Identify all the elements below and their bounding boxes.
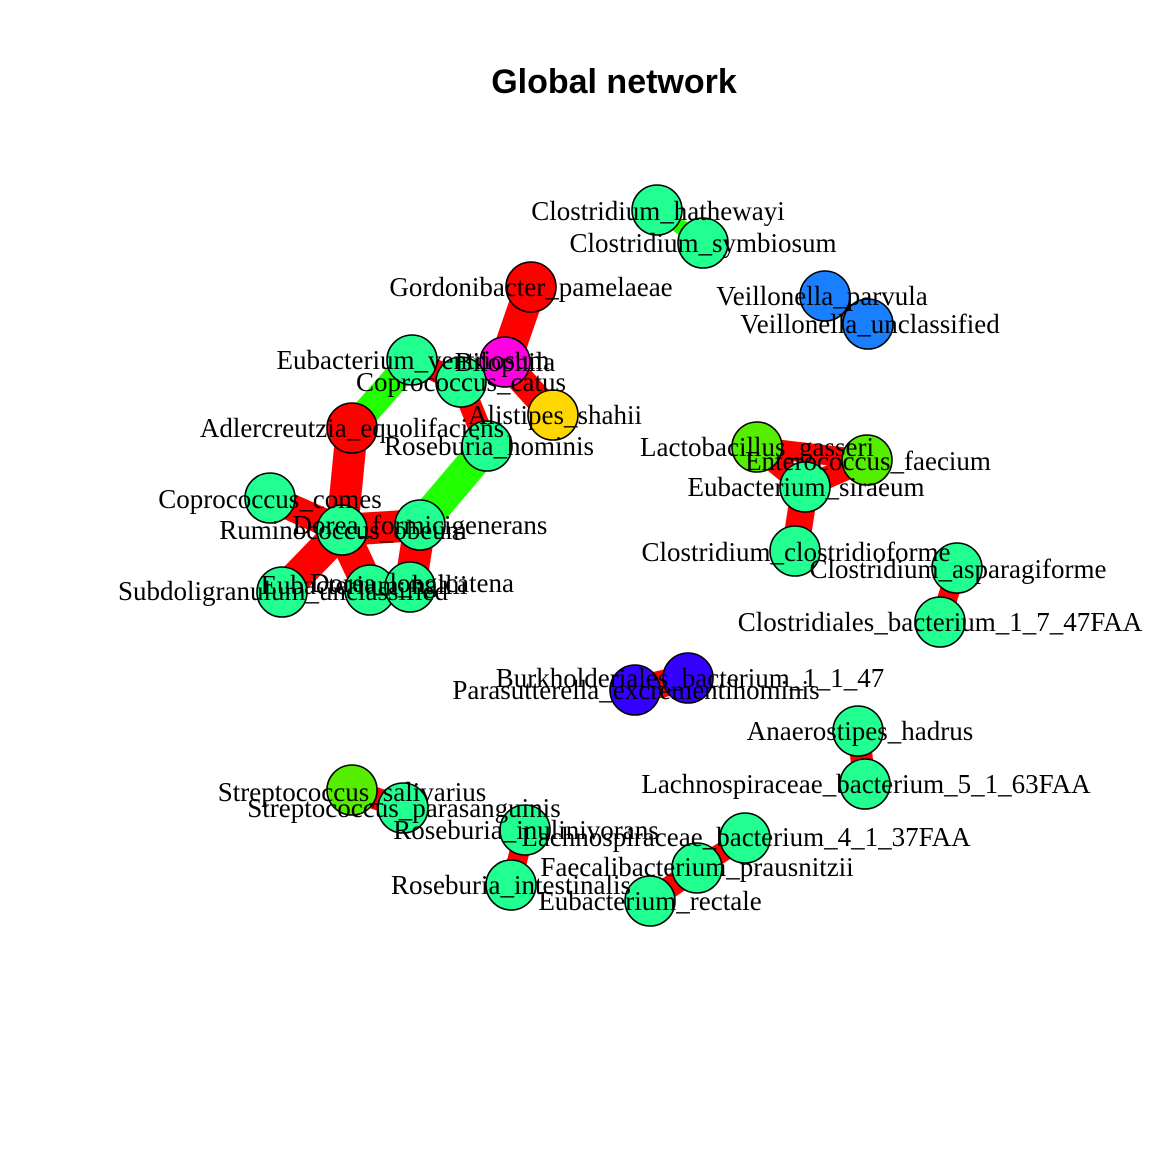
node-subdoligranulum_unclassified[interactable]	[256, 566, 308, 618]
node-label-clostridium_clostridioforme: Clostridium_clostridioforme	[642, 537, 951, 567]
node-label-subdoligranulum_unclassified: Subdoligranulum_unclassified	[118, 576, 448, 606]
node-veillonella_parvula[interactable]	[799, 270, 851, 322]
node-streptococcus_salivarius[interactable]	[326, 764, 378, 816]
node-label-clostridium_asparagiforme: Clostridium_asparagiforme	[810, 554, 1107, 584]
node-streptococcus_parasanguinis[interactable]	[377, 782, 429, 834]
node-label-lachnospiraceae_4_1_37faa: Lachnospiraceae_bacterium_4_1_37FAA	[521, 822, 971, 852]
node-label-anaerostipes_hadrus: Anaerostipes_hadrus	[747, 716, 973, 746]
node-label-dorea_formicigenerans: Dorea_formicigenerans	[293, 510, 548, 540]
node-label-bilophila: Bilophila	[455, 347, 556, 377]
node-anaerostipes_hadrus[interactable]	[832, 705, 884, 757]
node-coprococcus_comes[interactable]	[244, 472, 296, 524]
node-ruminococcus_obeum[interactable]	[316, 504, 368, 556]
node-label-eubacterium_siraeum: Eubacterium_siraeum	[688, 472, 925, 502]
node-label-roseburia_intestinalis: Roseburia_intestinalis	[391, 870, 631, 900]
node-label-eubacterium_rectale: Eubacterium_rectale	[538, 886, 761, 916]
node-label-streptococcus_parasanguinis: Streptococcus_parasanguinis	[247, 793, 560, 823]
node-label-gordonibacter_pamelaeae: Gordonibacter_pamelaeae	[389, 272, 672, 302]
node-coprococcus_catus[interactable]	[435, 356, 487, 408]
node-eubacterium_siraeum[interactable]	[779, 461, 831, 513]
node-label-lactobacillus_gasseri: Lactobacillus_gasseri	[640, 432, 874, 462]
node-label-roseburia_hominis: Roseburia_hominis	[384, 431, 594, 461]
node-label-coprococcus_catus: Coprococcus_catus	[356, 367, 566, 397]
node-veillonella_unclassified[interactable]	[842, 298, 894, 350]
node-label-lachnospiraceae_5_1_63faa: Lachnospiraceae_bacterium_5_1_63FAA	[641, 769, 1091, 799]
node-burkholderiales_bacterium[interactable]	[662, 652, 714, 704]
node-label-dorea_longicatena: Dorea_longicatena	[310, 568, 514, 598]
diagram-title: Global network	[491, 63, 737, 101]
node-parasutterella[interactable]	[609, 664, 661, 716]
node-lachnospiraceae_4_1_37faa[interactable]	[719, 812, 771, 864]
node-label-burkholderiales_bacterium: Burkholderiales_bacterium_1_1_47	[496, 663, 884, 693]
node-dorea_formicigenerans[interactable]	[394, 499, 446, 551]
node-eubacterium_ventriosum[interactable]	[386, 334, 438, 386]
node-label-alistipes_shahii: Alistipes_shahii	[468, 400, 642, 430]
node-faecalibacterium_prausnitzii[interactable]	[671, 842, 723, 894]
node-label-enterococcus_faecium: Enterococcus_faecium	[745, 446, 991, 476]
node-roseburia_hominis[interactable]	[461, 420, 513, 472]
node-label-veillonella_parvula: Veillonella_parvula	[716, 281, 927, 311]
node-roseburia_inulinivorans[interactable]	[499, 804, 551, 856]
node-lactobacillus_gasseri[interactable]	[731, 421, 783, 473]
node-alistipes_shahii[interactable]	[527, 389, 579, 441]
node-label-streptococcus_salivarius: Streptococcus_salivarius	[218, 777, 486, 807]
node-clostridium_asparagiforme[interactable]	[931, 542, 983, 594]
node-label-clostridiales_bacterium: Clostridiales_bacterium_1_7_47FAA	[738, 607, 1143, 637]
node-eubacterium_rectale[interactable]	[624, 875, 676, 927]
node-lachnospiraceae_5_1_63faa[interactable]	[839, 758, 891, 810]
node-label-clostridium_hathewayi: Clostridium_hathewayi	[531, 196, 784, 226]
node-label-roseburia_inulinivorans: Roseburia_inulinivorans	[393, 815, 658, 845]
node-label-eubacterium_hallii: Eubacterium_hallii	[261, 570, 468, 600]
node-label-eubacterium_ventriosum: Eubacterium_ventriosum	[277, 345, 550, 375]
node-gordonibacter_pamelaeae[interactable]	[505, 261, 557, 313]
node-label-veillonella_unclassified: Veillonella_unclassified	[740, 309, 1000, 339]
node-layer	[244, 184, 983, 927]
node-clostridium_symbiosum[interactable]	[677, 217, 729, 269]
node-enterococcus_faecium[interactable]	[841, 434, 893, 486]
node-label-faecalibacterium_prausnitzii: Faecalibacterium_prausnitzii	[540, 852, 853, 882]
node-bilophila[interactable]	[479, 336, 531, 388]
node-clostridium_clostridioforme[interactable]	[769, 525, 821, 577]
node-label-adlercreutzia_equolifaciens: Adlercreutzia_equolifaciens	[200, 413, 504, 443]
node-clostridium_hathewayi[interactable]	[631, 184, 683, 236]
node-label-parasutterella: Parasutterella_excrementihominis	[452, 675, 819, 705]
node-adlercreutzia_equolifaciens[interactable]	[326, 402, 378, 454]
label-layer: Clostridium_hathewayiClostridium_symbios…	[118, 196, 1143, 916]
node-roseburia_intestinalis[interactable]	[485, 859, 537, 911]
node-label-coprococcus_comes: Coprococcus_comes	[158, 484, 381, 514]
node-dorea_longicatena[interactable]	[384, 561, 436, 613]
node-clostridiales_bacterium[interactable]	[914, 596, 966, 648]
node-label-clostridium_symbiosum: Clostridium_symbiosum	[569, 228, 836, 258]
node-label-ruminococcus_obeum: Ruminococcus_obeum	[219, 515, 466, 545]
